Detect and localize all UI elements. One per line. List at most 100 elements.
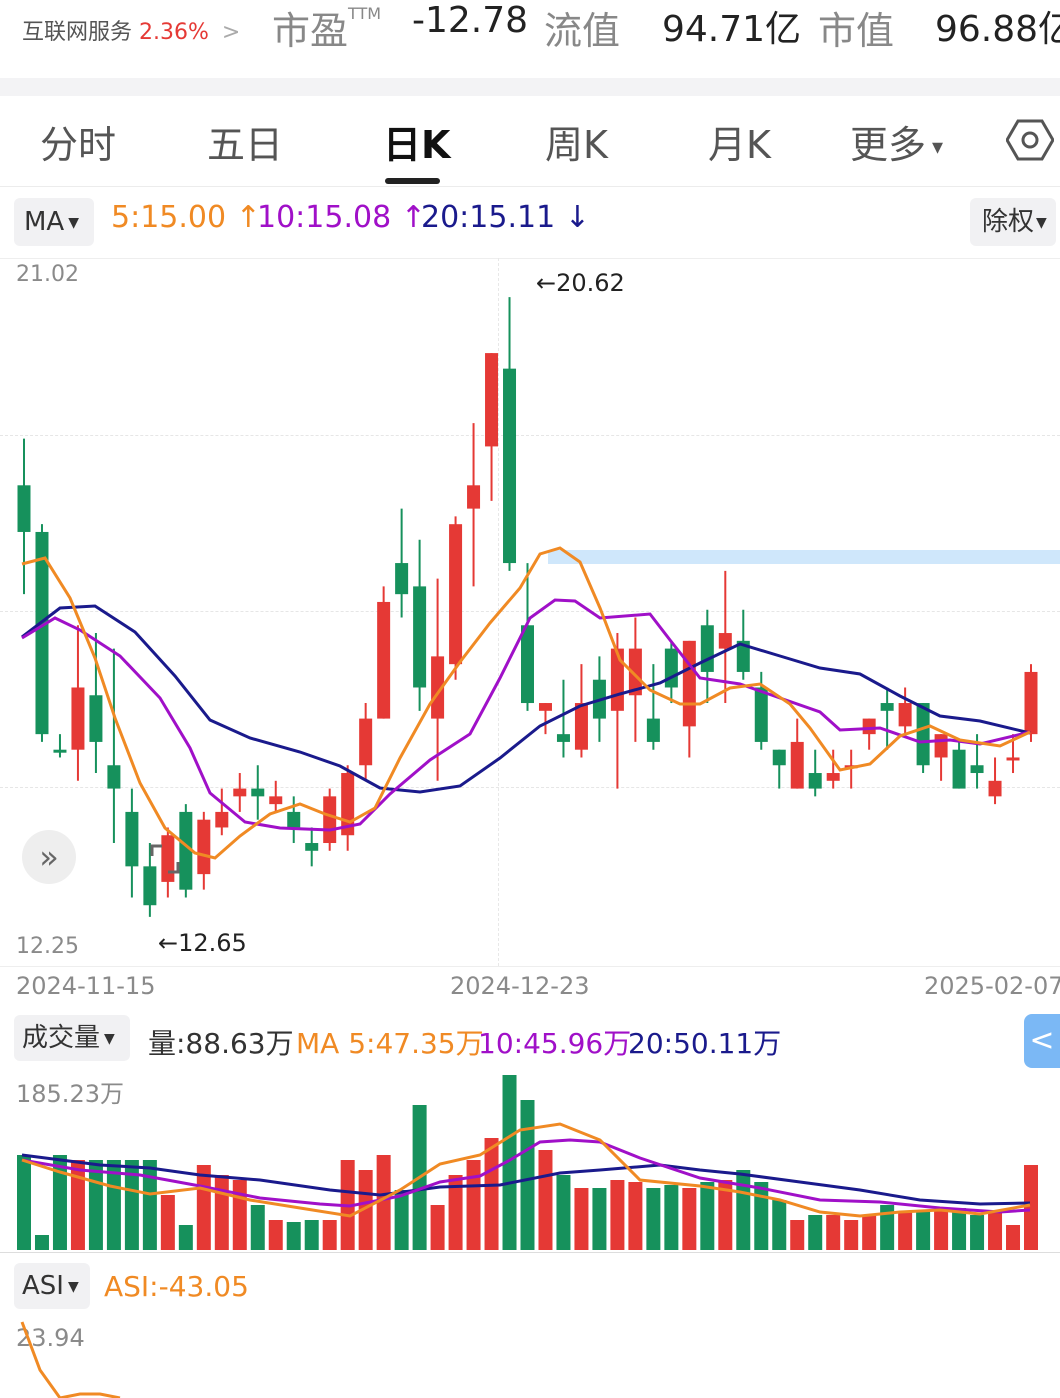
tab-more-label: 更多 — [850, 123, 927, 167]
gridline — [0, 435, 1060, 436]
dropdown-caret-icon: ▾ — [932, 135, 944, 160]
volume-bar — [448, 1175, 463, 1250]
candle-body — [287, 811, 301, 828]
y-axis-max: 21.02 — [16, 262, 79, 287]
candle-body — [359, 718, 373, 766]
volume-bar — [52, 1155, 67, 1250]
candle-body — [503, 368, 517, 564]
kline-labels-group: ←20.62 ←12.65 — [158, 269, 625, 957]
settings-button[interactable] — [1005, 118, 1055, 166]
volume-bar — [916, 1210, 931, 1250]
volume-chart — [17, 1075, 1038, 1250]
volume-bar — [520, 1100, 535, 1250]
candle-body — [269, 796, 283, 805]
volume-ma10-line — [21, 1138, 1031, 1214]
float-cap-label: 流值 — [544, 9, 621, 53]
fullscreen-icon[interactable] — [148, 842, 182, 876]
volume-bar — [862, 1215, 877, 1250]
volume-bar — [214, 1175, 229, 1250]
candle-body — [1024, 671, 1038, 735]
candle-body — [485, 353, 499, 447]
dropdown-caret-icon: ▼ — [67, 1278, 79, 1295]
ma10-line — [21, 598, 1031, 832]
candles-group — [17, 297, 1038, 917]
tab-intraday[interactable]: 分时 — [40, 123, 117, 167]
candle-body — [395, 563, 409, 595]
ma20-value: 20:15.11 — [421, 200, 556, 235]
candle-body — [790, 741, 804, 789]
y-axis-min: 12.25 — [16, 934, 79, 959]
candle-body — [538, 703, 552, 711]
volume-bar — [952, 1208, 967, 1250]
collapse-panel-button[interactable]: < — [1024, 1014, 1060, 1068]
kline-chart[interactable]: ←20.62 ←12.65 — [0, 258, 1060, 966]
candle-body — [556, 734, 570, 742]
candle-body — [736, 640, 750, 672]
volume-bar — [592, 1188, 607, 1250]
candle-body — [646, 718, 660, 742]
volume-bar — [880, 1205, 895, 1250]
candle-body — [431, 656, 445, 719]
candle-body — [107, 765, 121, 789]
high-price-marker: ←20.62 — [536, 269, 625, 297]
volume-indicator-selector[interactable]: 成交量 ▼ — [14, 1015, 130, 1061]
arrow-up-icon: ↑ — [400, 200, 426, 235]
chart-top-border — [0, 258, 1060, 259]
volume-bar — [88, 1160, 103, 1250]
volume-bar — [232, 1180, 247, 1250]
expand-side-panel-button[interactable]: » — [22, 830, 76, 884]
volume-bottom-border — [0, 1252, 1060, 1253]
pe-sup: TTM — [348, 4, 382, 23]
double-chevron-right-icon: » — [39, 838, 59, 876]
adjust-selector[interactable]: 除权 ▼ — [970, 198, 1056, 246]
indicator-selector[interactable]: MA ▼ — [14, 198, 94, 246]
candle-body — [754, 687, 768, 742]
tab-monthly-k[interactable]: 月K — [708, 123, 771, 167]
volume-bar — [70, 1160, 85, 1250]
asi-indicator-selector[interactable]: ASI ▼ — [14, 1263, 90, 1309]
ma10-readout: 10:15.08 ↑ — [257, 200, 426, 235]
volume-bar — [736, 1170, 751, 1250]
x-axis-date-start: 2024-11-15 — [16, 972, 156, 1000]
volume-bar — [934, 1210, 949, 1250]
tab-weekly-k[interactable]: 周K — [545, 123, 608, 167]
total-cap-value: 96.88亿 — [935, 9, 1060, 50]
tab-five-day[interactable]: 五日 — [207, 123, 284, 167]
candle-body — [718, 633, 732, 649]
volume-bar — [34, 1235, 49, 1250]
volume-ma5: MA 5:47.35万 — [296, 1027, 484, 1060]
price-highlight-band — [548, 550, 1060, 564]
volume-bar — [646, 1188, 661, 1250]
volume-bar — [610, 1180, 625, 1250]
volume-bar — [718, 1180, 733, 1250]
candle-body — [952, 749, 966, 789]
tab-daily-k[interactable]: 日K — [383, 123, 451, 167]
candle-body — [233, 788, 247, 797]
volume-bar — [160, 1195, 175, 1250]
quote-header: 互联网服务 2.36% > 市盈TTM -12.78 流值 94.71亿 市值 … — [0, 0, 1060, 78]
dropdown-caret-icon: ▼ — [68, 214, 79, 231]
volume-ma20: 20:50.11万 — [628, 1027, 782, 1060]
candle-body — [35, 531, 49, 735]
ma20-readout: 20:15.11 ↓ — [421, 200, 590, 235]
volume-y-max: 185.23万 — [16, 1080, 124, 1108]
candle-body — [862, 718, 876, 735]
industry-change: 2.36% — [139, 20, 209, 45]
volume-bar — [268, 1220, 283, 1250]
ma5-readout: 5:15.00 ↑ — [111, 200, 261, 235]
industry-link[interactable]: 互联网服务 2.36% > — [22, 14, 240, 46]
asi-chart — [20, 1321, 121, 1398]
tab-more[interactable]: 更多 ▾ — [850, 114, 943, 169]
candle-body — [808, 773, 822, 789]
dropdown-caret-icon: ▼ — [104, 1030, 115, 1047]
candle-body — [89, 695, 103, 742]
volume-bar — [898, 1212, 913, 1250]
dropdown-caret-icon: ▼ — [1036, 214, 1047, 231]
float-cap-value: 94.71亿 — [662, 9, 802, 50]
volume-bar — [286, 1222, 301, 1250]
asi-selector-label: ASI — [22, 1271, 64, 1301]
volume-bar — [844, 1220, 859, 1250]
candle-body — [700, 625, 714, 672]
asi-line — [20, 1321, 121, 1398]
arrow-up-icon: ↑ — [235, 200, 261, 235]
